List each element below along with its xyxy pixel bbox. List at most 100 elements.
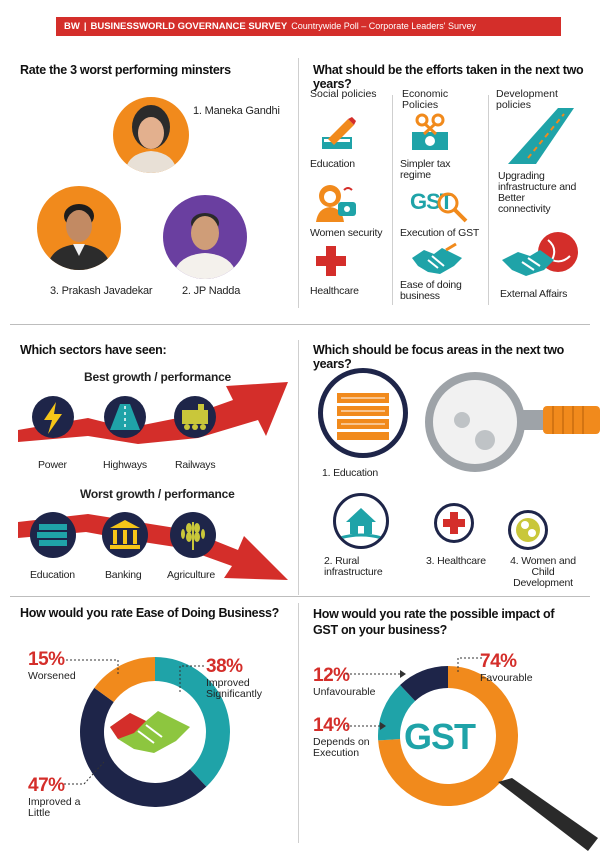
ease-worsened-label: Worsened — [28, 670, 76, 682]
banner-subtitle: Countrywide Poll – Corporate Leaders' Su… — [291, 21, 477, 31]
survey-banner: BW | BUSINESSWORLD GOVERNANCE SURVEY Countr… — [56, 17, 561, 36]
column-divider — [488, 95, 489, 305]
person-icon — [47, 204, 111, 270]
row-divider — [10, 596, 590, 597]
jp-nadda-portrait — [163, 195, 247, 279]
bank-icon — [110, 520, 140, 549]
house-icon — [339, 508, 383, 540]
best-growth-title: Best growth / performance — [84, 370, 232, 384]
road-icon — [110, 404, 140, 430]
banner-brand: BW — [64, 21, 80, 32]
books-stack-icon — [337, 393, 389, 440]
ease-significant-pct: 38% — [206, 656, 243, 677]
section-divider — [298, 603, 299, 843]
education-effort-label: Education — [310, 158, 355, 170]
worst-sector-label: Education — [30, 569, 75, 581]
highways-sector-circle — [104, 396, 146, 438]
donut-slice-unfavourable — [400, 666, 448, 702]
women-child-focus-circle — [508, 510, 548, 550]
gst-depends-label: Depends on Execution — [313, 736, 370, 759]
donut-slice-worsened — [94, 657, 155, 703]
healthcare-effort-label: Healthcare — [310, 285, 359, 297]
gst-unfavourable-label: Unfavourable — [313, 686, 376, 698]
section-divider — [298, 58, 299, 308]
gst-favourable-label: Favourable — [480, 672, 533, 684]
external-affairs-label: External Affairs — [500, 288, 568, 300]
minister-first-label: 1. Maneka Gandhi — [193, 105, 280, 117]
mother-child-icon — [516, 518, 540, 542]
focus-women-label: 4. Women and Child Development — [510, 555, 576, 589]
focus-question: Which should be focus areas in the next … — [313, 343, 565, 371]
ease-worsened-pct: 15% — [28, 649, 65, 670]
lightning-icon — [44, 402, 62, 434]
section-divider — [298, 340, 299, 595]
maneka-gandhi-portrait — [113, 97, 189, 173]
minister-third-label: 3. Prakash Javadekar — [50, 285, 153, 297]
best-sector-label: Railways — [175, 459, 216, 471]
handshake-icon — [412, 242, 462, 274]
development-policies-header: Development policies — [496, 88, 558, 111]
wheat-icon — [181, 522, 205, 550]
person-icon — [125, 105, 177, 173]
worst-growth-title: Worst growth / performance — [80, 487, 235, 501]
best-sector-label: Highways — [103, 459, 147, 471]
gst-favourable-pct: 74% — [480, 651, 517, 672]
ease-little-label: Improved a Little — [28, 796, 81, 819]
economic-policies-header: Economic Policies — [402, 88, 449, 111]
gst-question: How would you rate the possible impact o… — [313, 607, 555, 637]
downward-trend-arrow — [18, 514, 288, 580]
handshake-icon — [110, 711, 190, 753]
gst-center-text: GST — [404, 716, 476, 757]
focus-rural-label: 2. Rural infrastructure — [324, 555, 383, 578]
gst-favourable-leader — [457, 657, 482, 674]
gst-depends-pct: 14% — [313, 715, 350, 736]
simpler-tax-label: Simpler tax regime — [400, 158, 451, 181]
infrastructure-label: Upgrading infrastructure and Better conn… — [498, 170, 577, 215]
healthcare-focus-circle — [434, 503, 474, 543]
donut-slice-favourable — [378, 666, 518, 806]
ease-significant-leader — [179, 665, 204, 692]
efforts-question: What should be the efforts taken in the … — [313, 63, 584, 91]
row-divider — [10, 324, 590, 325]
agriculture-sector-circle — [170, 512, 216, 558]
books-icon — [37, 524, 67, 546]
person-icon — [173, 213, 237, 279]
medical-cross-icon — [316, 246, 346, 276]
ease-question: How would you rate Ease of Doing Busines… — [20, 606, 279, 620]
focus-healthcare-label: 3. Healthcare — [426, 555, 486, 567]
gst-depends-leader — [346, 722, 386, 730]
donut-slice-improved-a-little — [79, 687, 207, 807]
ease-business-label: Ease of doing business — [400, 279, 462, 302]
gst-magnifier-icon: GST — [408, 185, 468, 225]
ease-significant-label: Improved Significantly — [206, 677, 263, 700]
pencil-book-icon — [322, 117, 356, 149]
ease-little-pct: 47% — [28, 775, 65, 796]
best-sector-label: Power — [38, 459, 67, 471]
power-sector-circle — [32, 396, 74, 438]
globe-handshake-icon — [502, 232, 578, 276]
magnifying-glass-icon — [425, 372, 600, 472]
ease-donut-chart — [79, 657, 231, 807]
woman-security-icon — [316, 185, 356, 222]
ease-worsened-leader — [66, 659, 119, 676]
sectors-question: Which sectors have seen: — [20, 343, 167, 357]
worst-sector-label: Agriculture — [167, 569, 215, 581]
medical-cross-icon — [443, 512, 465, 534]
column-divider — [392, 95, 393, 305]
magnifier-handle-icon — [498, 778, 598, 851]
prakash-javadekar-portrait — [37, 186, 121, 270]
rural-focus-circle — [333, 493, 389, 549]
gst-unfavourable-pct: 12% — [313, 665, 350, 686]
execution-gst-label: Execution of GST — [400, 227, 480, 239]
worst-sector-label: Banking — [105, 569, 142, 581]
ministers-question: Rate the 3 worst performing minsters — [20, 63, 231, 77]
magnifier-icon — [437, 192, 468, 223]
donut-slice-improved-significantly — [155, 657, 231, 787]
gst-unfavourable-leader — [346, 670, 406, 678]
education-focus-circle — [318, 368, 408, 458]
focus-education-label: 1. Education — [322, 467, 378, 479]
railways-sector-circle — [174, 396, 216, 438]
women-security-label: Women security — [310, 227, 383, 239]
ease-little-leader — [64, 761, 105, 785]
banking-sector-circle — [102, 512, 148, 558]
